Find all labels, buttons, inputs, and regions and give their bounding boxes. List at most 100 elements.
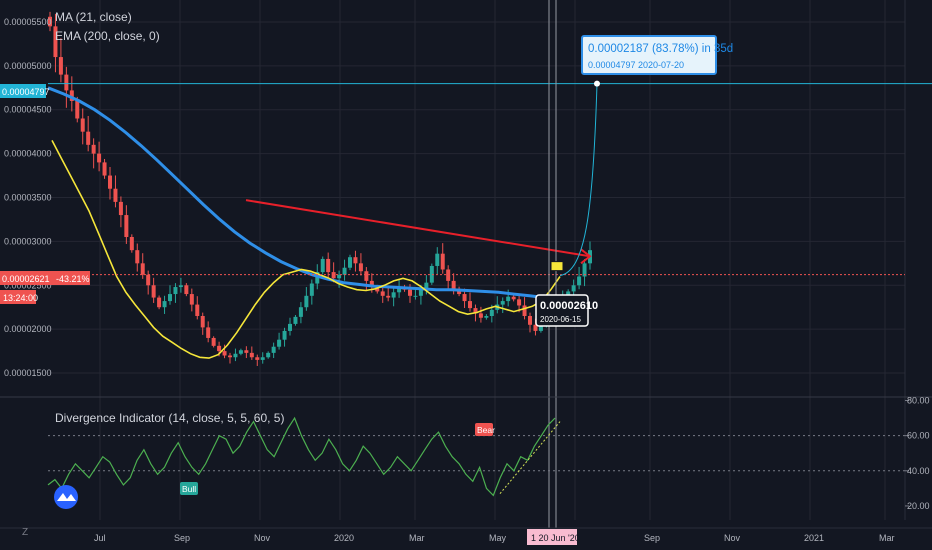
candle-body [522,305,527,316]
time-tick-label: Nov [724,533,741,543]
candle-body [468,301,472,309]
time-tick-label: May [489,533,507,543]
candle-body [129,237,134,251]
candle-body [135,250,140,264]
candle-body [320,258,325,273]
projection-curve [559,83,598,277]
candle-body [97,153,102,163]
price-tick-label: 0.00003500 [4,193,52,203]
tradingview-logo[interactable] [54,485,78,509]
candle-body [200,316,205,328]
cursor-price-marker [550,261,564,272]
oscillator-line [47,416,556,497]
candle-body [75,100,80,119]
candle-body [451,280,456,289]
time-tick-label: Sep [644,533,660,543]
price-tick-label: 0.00004000 [4,149,52,159]
oscillator-legend[interactable]: Divergence Indicator (14, close, 5, 5, 6… [55,411,285,425]
time-tick-label: Mar [409,533,425,543]
candle-body [173,287,178,295]
current-change-text: -43.21% [56,274,90,284]
candle-body [358,263,363,272]
candle-body [48,16,52,27]
candle-body [331,272,336,279]
candle-body [326,258,331,273]
price-tick-label: 0.00003000 [4,236,52,246]
candle-body [391,292,396,298]
projection-endpoint [594,80,600,87]
tooltip-date: 2020-06-15 [540,315,581,324]
candle-body [118,201,123,216]
candle-body [249,352,254,358]
candle-body [353,257,358,264]
candle-body [69,90,74,101]
candle-body [435,253,440,266]
time-cursor-text: 1 20 Jun '20 [531,533,580,543]
candle-body [473,308,478,314]
price-tick-label: 0.00002500 [4,280,52,290]
oscillator-signal-labels: Bull Bear [180,423,495,495]
candle-body [478,313,483,318]
ema-legend[interactable]: EMA (200, close, 0) [55,29,160,43]
candle-body [168,294,172,302]
candle-body [506,296,511,302]
time-axis[interactable]: Jul Sep Nov 2020 Mar May Sep Nov 2021 Mar [0,527,932,543]
candle-body [255,357,260,360]
candle-body [582,263,587,277]
countdown-label: 13:24:00 [0,290,38,304]
projection-callout[interactable]: 0.00002187 (83.78%) in 35d 0.00004797 20… [581,35,733,75]
oscillator-axis[interactable]: 80.00 60.00 40.00 20.00 [905,396,930,511]
time-tick-label: Sep [174,533,190,543]
candle-body [233,353,238,358]
candle-body [162,301,167,308]
osc-tick-label: 60.00 [907,431,930,441]
target-price-label: 0.00004797 [0,84,50,98]
candle-body [140,263,145,275]
candle-body [462,294,467,302]
candle-body [424,282,429,289]
chart-grid [48,0,906,520]
candle-body [397,287,402,293]
candle-body [113,188,118,202]
oscillator-grid [48,435,905,472]
candle-body [282,330,287,340]
candle-body [222,351,227,356]
candle-body [571,285,576,292]
candle-body [211,337,216,346]
candle-body [64,74,69,91]
trendline-arrowhead [580,248,592,265]
candle-body [146,274,151,286]
current-price-label: 0.00002621 -43.21% [0,271,90,285]
candle-body [151,285,156,298]
price-axis[interactable]: 0.00005500 0.00005000 0.00004500 0.00004000… [4,17,52,378]
candle-body [124,215,129,237]
candle-body [369,280,374,288]
candle-body [86,131,91,145]
candle-body [446,269,451,281]
candle-body [238,350,243,354]
osc-tick-label: 40.00 [907,466,930,476]
candle-body [304,295,309,308]
candle-body [293,316,298,324]
ema-200-line [47,86,546,300]
projection-sub-date: 2020-07-20 [638,60,684,70]
candle-body [206,327,211,338]
timezone-button[interactable]: Z [22,527,29,538]
price-tick-label: 0.00001500 [4,368,52,378]
candle-body [228,355,232,358]
ma-legend[interactable]: MA (21, close) [55,10,132,24]
bear-signal-text: Bear [477,425,495,435]
bull-signal-text: Bull [182,484,196,494]
projection-label: 0.00002187 (83.78%) in 35d [588,43,733,55]
bear-signal-badge [475,423,493,436]
time-cursor-label: 1 20 Jun '20 [527,529,580,545]
candle-body [375,287,380,292]
candle-body [484,316,489,318]
candle-body [298,307,303,317]
candle-body [418,288,423,296]
time-tick-label: 2021 [804,533,824,543]
candle-body [528,316,532,325]
candle-body [429,265,434,283]
candle-body [342,267,347,275]
